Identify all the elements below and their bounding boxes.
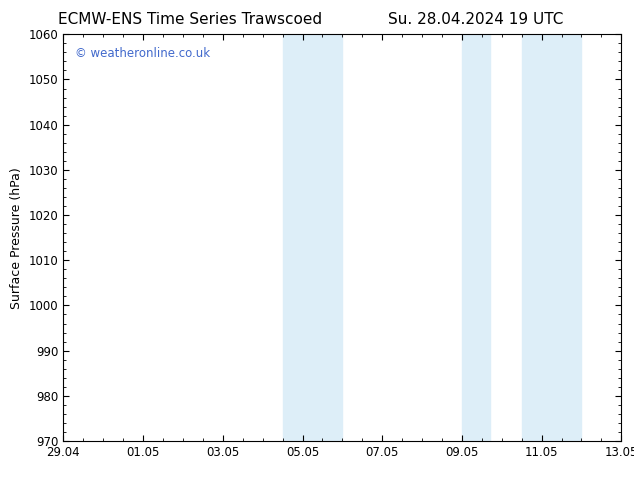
Text: Su. 28.04.2024 19 UTC: Su. 28.04.2024 19 UTC — [388, 12, 563, 27]
Y-axis label: Surface Pressure (hPa): Surface Pressure (hPa) — [10, 167, 23, 309]
Bar — [462, 34, 490, 441]
Bar — [522, 34, 581, 441]
Text: © weatheronline.co.uk: © weatheronline.co.uk — [75, 47, 210, 59]
Bar — [283, 34, 342, 441]
Text: ECMW-ENS Time Series Trawscoed: ECMW-ENS Time Series Trawscoed — [58, 12, 322, 27]
